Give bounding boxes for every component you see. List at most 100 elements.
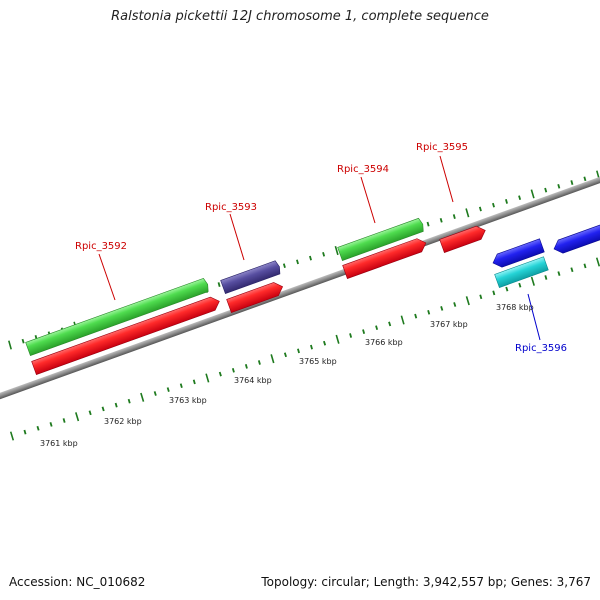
gene-rpic-3593-feature[interactable] xyxy=(220,260,282,294)
minor-tick xyxy=(283,352,287,358)
minor-tick xyxy=(505,199,508,204)
minor-tick xyxy=(349,333,353,338)
minor-tick xyxy=(583,176,587,182)
minor-tick xyxy=(557,271,561,276)
minor-tick xyxy=(282,263,286,269)
minor-tick xyxy=(88,410,92,416)
major-tick xyxy=(335,334,340,344)
leader-rpic-3595 xyxy=(439,155,454,203)
minor-tick xyxy=(21,338,25,344)
gene-rpic-3596-feature[interactable] xyxy=(491,238,545,270)
scale-label: 3765 kbp xyxy=(299,357,337,366)
minor-tick xyxy=(114,402,118,408)
gene-rpic-3594-feature[interactable] xyxy=(337,217,426,261)
label-leader-lines xyxy=(98,155,541,341)
major-tick xyxy=(8,340,12,350)
leader-rpic-3594 xyxy=(360,176,376,224)
minor-tick xyxy=(153,391,157,396)
minor-tick xyxy=(127,398,131,404)
minor-tick xyxy=(388,321,392,327)
minor-tick xyxy=(439,217,443,223)
major-tick xyxy=(140,392,145,402)
minor-tick xyxy=(492,290,496,296)
scale-label: 3768 kbp xyxy=(496,303,534,312)
minor-tick xyxy=(244,364,248,369)
cds-rpic-3595-feature[interactable] xyxy=(439,224,488,253)
minor-tick xyxy=(23,429,27,435)
major-tick xyxy=(595,257,600,267)
minor-tick xyxy=(492,202,495,208)
label-rpic-3594[interactable]: Rpic_3594 xyxy=(337,164,389,175)
minor-tick xyxy=(557,183,561,189)
minor-tick xyxy=(414,313,418,319)
minor-tick xyxy=(583,263,587,269)
minor-tick xyxy=(479,294,483,300)
minor-tick xyxy=(192,379,196,385)
minor-tick xyxy=(296,259,299,265)
label-rpic-3592[interactable]: Rpic_3592 xyxy=(75,241,127,252)
major-tick xyxy=(9,431,15,441)
minor-tick xyxy=(427,309,431,315)
cds-rpic-3596-feature[interactable] xyxy=(494,256,549,288)
minor-tick xyxy=(322,251,326,257)
major-tick xyxy=(270,354,275,364)
leader-rpic-3596 xyxy=(527,293,541,341)
minor-tick xyxy=(452,214,456,219)
minor-tick xyxy=(166,387,170,392)
minor-tick xyxy=(478,206,482,212)
genome-summary-text: Topology: circular; Length: 3,942,557 bp… xyxy=(261,575,591,589)
minor-tick xyxy=(426,221,430,227)
minor-tick xyxy=(518,195,522,201)
minor-tick xyxy=(231,367,235,373)
scale-label: 3767 kbp xyxy=(430,320,468,329)
scale-label: 3762 kbp xyxy=(104,417,142,426)
gene-rpic-3592-feature[interactable] xyxy=(25,278,210,356)
scale-labels: 3761 kbp 3762 kbp 3763 kbp 3764 kbp 3765… xyxy=(40,303,534,448)
minor-tick xyxy=(570,180,574,185)
minor-tick xyxy=(257,360,261,365)
cds-rpic-3593-feature[interactable] xyxy=(226,280,285,313)
major-tick xyxy=(465,208,470,218)
minor-tick xyxy=(101,406,105,412)
major-tick xyxy=(205,373,210,383)
minor-tick xyxy=(36,425,40,431)
minor-tick xyxy=(362,329,366,334)
leader-rpic-3593 xyxy=(229,213,245,261)
minor-tick xyxy=(218,371,222,377)
cds-rpic-3592-feature[interactable] xyxy=(31,295,222,375)
minor-tick xyxy=(217,282,221,287)
cds-rpic-3594-feature[interactable] xyxy=(342,236,429,279)
major-tick xyxy=(530,189,535,199)
minor-tick xyxy=(544,275,548,280)
accession-text: Accession: NC_010682 xyxy=(9,575,146,589)
minor-tick xyxy=(505,286,509,292)
lower-tick-track xyxy=(9,257,600,441)
scale-label: 3764 kbp xyxy=(234,376,272,385)
minor-tick xyxy=(453,302,457,307)
major-tick xyxy=(530,276,535,286)
chromosome-backbone xyxy=(0,162,600,406)
gene-downstream-feature[interactable] xyxy=(552,221,600,255)
label-rpic-3593[interactable]: Rpic_3593 xyxy=(205,202,257,213)
minor-tick xyxy=(310,344,313,350)
label-rpic-3596[interactable]: Rpic_3596 xyxy=(515,343,567,354)
major-tick xyxy=(75,412,80,422)
minor-tick xyxy=(62,418,66,423)
minor-tick xyxy=(297,348,300,354)
map-title: Ralstonia pickettii 12J chromosome 1, co… xyxy=(111,9,489,24)
minor-tick xyxy=(309,255,312,261)
scale-label: 3766 kbp xyxy=(365,338,403,347)
scale-label: 3761 kbp xyxy=(40,439,78,448)
minor-tick xyxy=(375,325,379,331)
leader-rpic-3592 xyxy=(98,253,116,301)
minor-tick xyxy=(49,422,53,427)
label-rpic-3595[interactable]: Rpic_3595 xyxy=(416,142,468,153)
major-tick xyxy=(334,245,339,256)
minor-tick xyxy=(544,187,548,193)
minor-tick xyxy=(440,306,444,311)
major-tick xyxy=(400,315,405,325)
minor-tick xyxy=(570,267,574,273)
scale-label: 3763 kbp xyxy=(169,396,207,405)
minor-tick xyxy=(179,383,183,389)
